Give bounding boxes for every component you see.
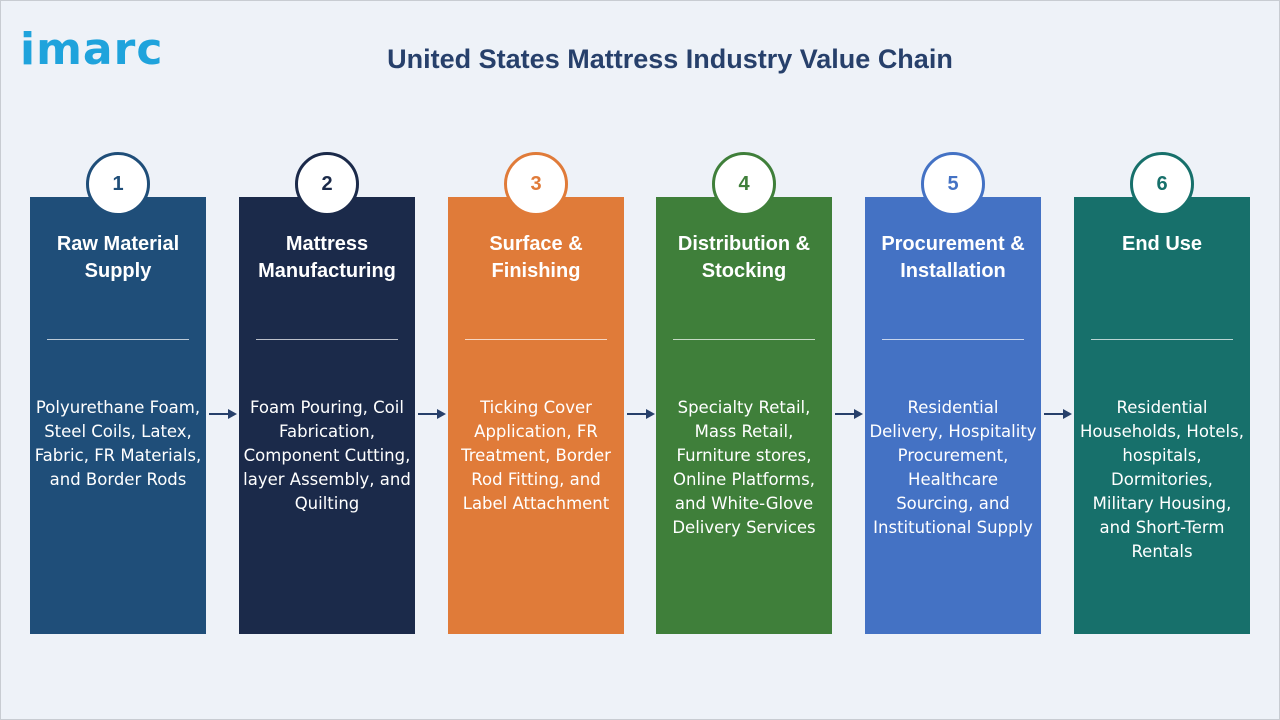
flow-arrow-icon — [627, 409, 655, 419]
stage-6: 6 End Use Residential Households, Hotels, … — [1074, 152, 1250, 634]
stage-description: Residential Households, Hotels, hospital… — [1080, 398, 1244, 561]
stage-1: 1 Raw Material Supply Polyurethane Foam, St… — [30, 152, 206, 634]
page-title: United States Mattress Industry Value Ch… — [387, 44, 953, 74]
stage-5: 5 Procurement & Installation Residential De… — [865, 152, 1041, 634]
stage-description: Residential Delivery, Hospitality Procur… — [869, 398, 1037, 537]
flow-arrow-icon — [1044, 409, 1072, 419]
stage-3: 3 Surface & Finishing Ticking Cover Applica… — [448, 152, 624, 634]
flow-arrow-icon — [418, 409, 446, 419]
stage-number-badge: 5 — [921, 152, 985, 216]
imarc-logo: imarc — [20, 24, 164, 75]
stage-divider — [47, 339, 189, 340]
stage-description: Specialty Retail, Mass Retail, Furniture… — [672, 398, 816, 537]
stage-divider — [256, 339, 398, 340]
stage-number-badge: 1 — [86, 152, 150, 216]
stage-divider — [465, 339, 607, 340]
stage-2: 2 Mattress Manufacturing Foam Pouring, Coil… — [239, 152, 415, 634]
stage-divider — [882, 339, 1024, 340]
stage-heading: Raw Material Supply — [56, 233, 180, 282]
flow-arrow-icon — [209, 409, 237, 419]
stage-description: Foam Pouring, Coil Fabrication, Componen… — [243, 398, 411, 513]
stage-heading: Procurement & Installation — [881, 233, 1025, 282]
stage-number-badge: 6 — [1130, 152, 1194, 216]
stage-heading: End Use — [1121, 233, 1203, 255]
stage-number-badge: 4 — [712, 152, 776, 216]
stage-divider — [1091, 339, 1233, 340]
stage-heading: Distribution & Stocking — [677, 233, 811, 282]
stage-heading: Surface & Finishing — [489, 233, 583, 282]
stage-number-badge: 2 — [295, 152, 359, 216]
stage-divider — [673, 339, 815, 340]
stage-4: 4 Distribution & Stocking Specialty Retail,… — [656, 152, 832, 634]
stage-description: Polyurethane Foam, Steel Coils, Latex, F… — [34, 398, 202, 489]
stage-heading: Mattress Manufacturing — [258, 233, 396, 282]
stage-description: Ticking Cover Application, FR Treatment,… — [461, 398, 611, 513]
stage-number-badge: 3 — [504, 152, 568, 216]
flow-arrow-icon — [835, 409, 863, 419]
